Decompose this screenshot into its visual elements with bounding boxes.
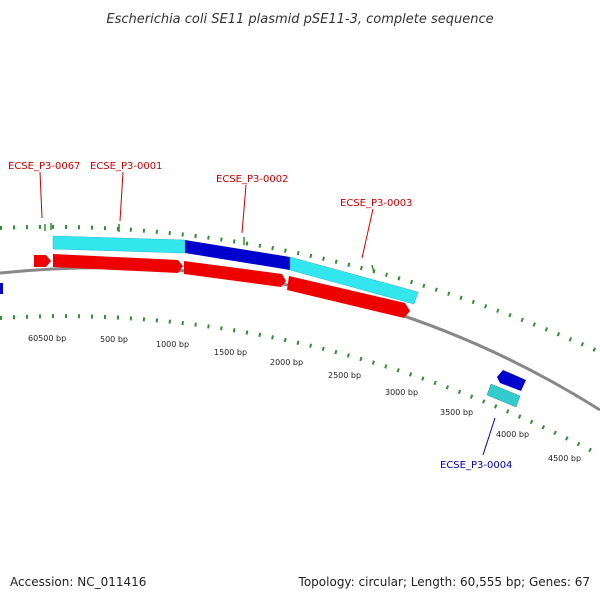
feature-band-reverse [486,383,521,408]
outer-major-ticks [44,223,375,274]
cds-arrow-0003 [287,276,410,318]
scale-label: 2000 bp [270,358,303,367]
cds-arrow-reverse [497,370,526,391]
gene-label-0003: ECSE_P3-0003 [340,198,412,209]
reverse-edge-mark [0,283,3,294]
gene-label-0004: ECSE_P3-0004 [440,460,512,471]
gene-label-0001: ECSE_P3-0001 [90,161,162,172]
map-title: Escherichia coli SE11 plasmid pSE11-3, c… [106,12,493,27]
scale-label: 1000 bp [156,340,189,349]
feature-band-3 [289,256,419,305]
gene-label-0002: ECSE_P3-0002 [216,174,288,185]
feature-band-2 [185,240,290,270]
summary-text: Topology: circular; Length: 60,555 bp; G… [298,575,590,589]
scale-label: 2500 bp [328,371,361,380]
cds-arrow-0067 [34,255,51,267]
reverse-leader-line [482,417,496,456]
scale-label: 4000 bp [496,430,529,439]
scale-label: 60500 bp [28,334,66,343]
gene-label-0067: ECSE_P3-0067 [8,161,80,172]
scale-label: 4500 bp [548,454,581,463]
cds-arrow-0001 [53,254,183,273]
feature-band-1 [52,235,186,254]
cds-arrow-0002 [184,261,286,287]
accession-text: Accession: NC_011416 [10,575,146,589]
scale-label: 3000 bp [385,388,418,397]
scale-label: 1500 bp [214,348,247,357]
scale-label: 500 bp [100,335,128,344]
scale-label: 3500 bp [440,408,473,417]
forward-leader-lines [39,171,374,259]
